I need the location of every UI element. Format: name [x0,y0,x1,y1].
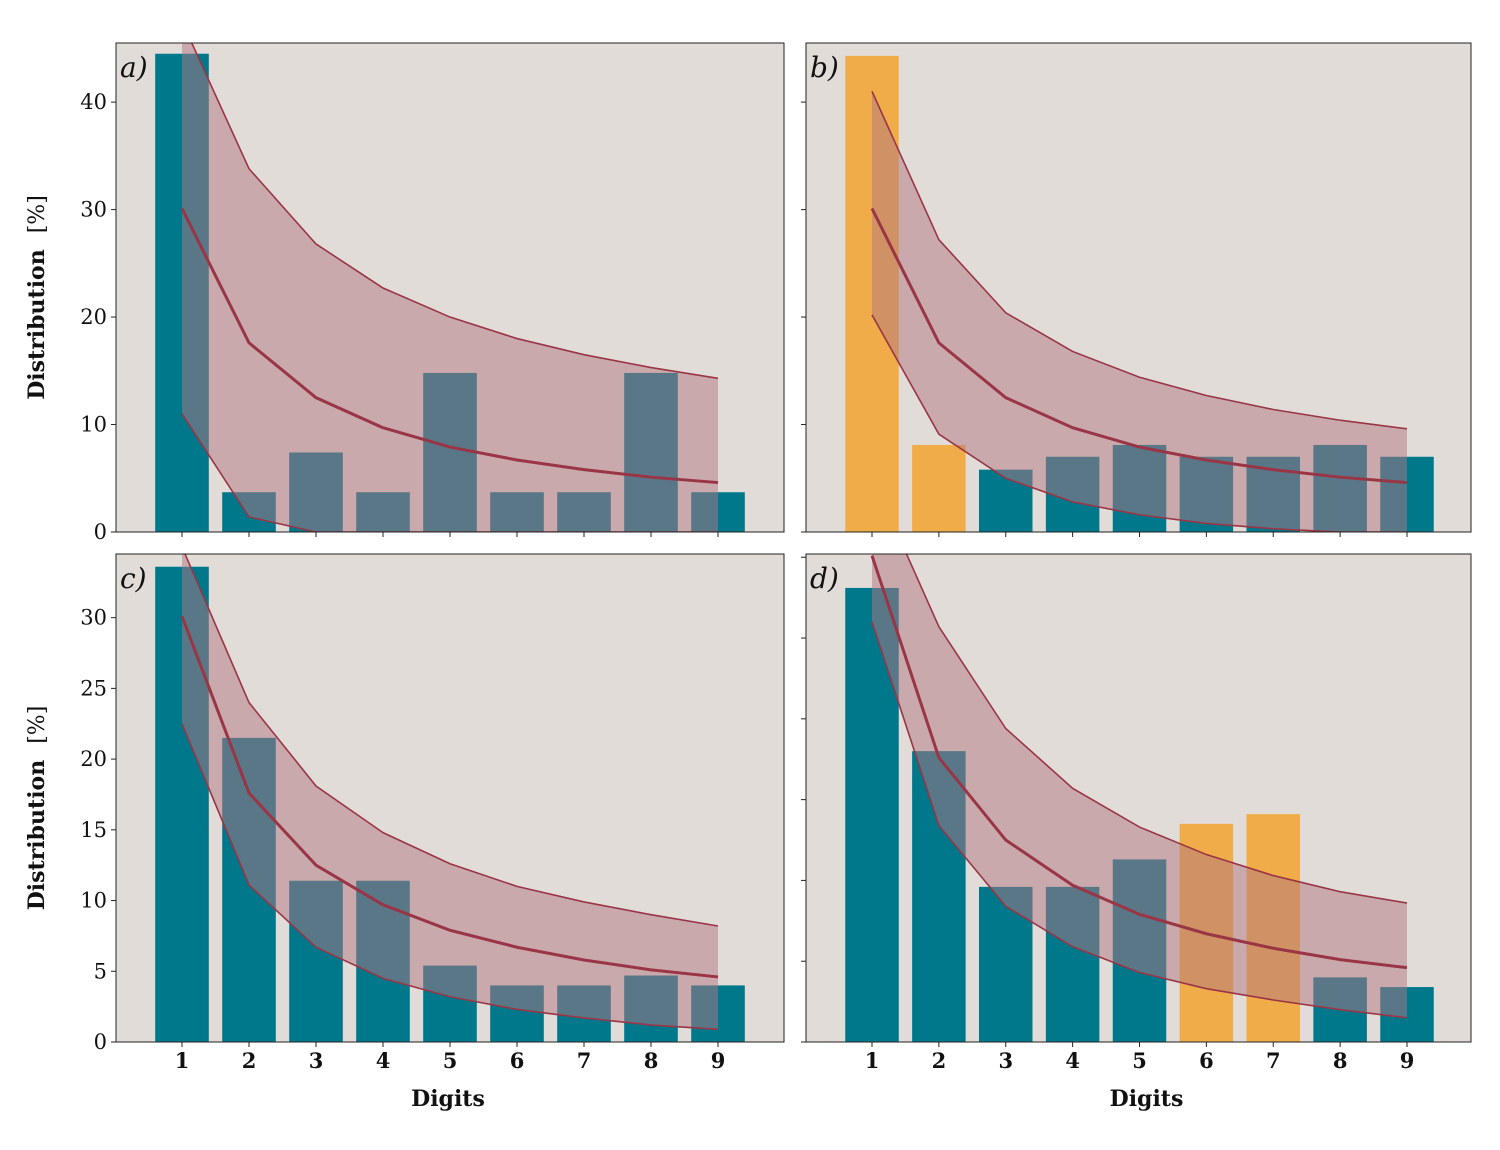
plot-frame [805,42,1472,533]
x-tick-label: 4 [376,1048,391,1073]
y-axis-title: Distribution[%] [24,195,50,400]
panel-label: d) [810,562,839,595]
panel-label: c) [120,562,147,595]
band-lower-line [181,723,719,1031]
x-tick-label: 7 [1266,1048,1281,1073]
panel-d: 1 2 3 4 5 6 7 8 9 d) Digits [801,553,1472,1112]
y-tick-label: 15 [80,818,107,842]
panel-label: b) [810,51,839,84]
x-tick-label: 8 [644,1048,659,1073]
band-upper-line [871,91,1408,430]
x-tick-label: 2 [242,1048,257,1073]
plot-frame [805,553,1472,1043]
expected-line [870,207,1408,485]
x-tick-label: 9 [711,1048,726,1073]
expected-line [180,207,719,485]
x-tick-label: 7 [577,1048,592,1073]
y-tick-label: 20 [80,747,107,771]
confidence-band [182,554,718,1030]
x-tick-label: 6 [510,1048,525,1073]
x-tick-label: 2 [932,1048,947,1073]
y-tick-label: 40 [80,90,107,114]
confidence-band [872,91,1407,532]
expected-line [870,555,1408,970]
panel-c: 0 5 10 15 20 25 30 1 2 3 4 5 6 7 8 9 c) Distribution[%] Di… [24,553,785,1112]
x-tick-label: 3 [998,1048,1013,1073]
panel-label: a) [120,51,148,84]
bar-digit-2 [912,444,966,532]
panel-b: b) [801,42,1472,537]
panel-a: 0 10 20 30 40 a) Distribution[%] [24,42,785,544]
x-tick-label: 5 [443,1048,458,1073]
band-upper-line [184,554,719,927]
x-axis-title: Digits [1110,1086,1184,1112]
y-tick-label: 0 [94,1030,107,1054]
y-tick-label: 20 [80,305,107,329]
confidence-band [872,554,1407,1018]
band-upper-line [905,554,1408,904]
x-tick-label: 3 [309,1048,324,1073]
y-axis-title: Distribution[%] [24,706,50,911]
y-tick-label: 10 [80,889,107,913]
x-tick-label: 6 [1199,1048,1214,1073]
expected-line [180,615,719,979]
band-upper-line [190,43,719,380]
x-tick-label: 8 [1333,1048,1348,1073]
x-tick-label: 1 [175,1048,190,1073]
confidence-band [182,43,718,532]
x-tick-label: 9 [1400,1048,1415,1073]
x-axis-title: Digits [411,1086,485,1112]
y-tick-label: 30 [80,198,107,222]
y-tick-label: 10 [80,413,107,437]
y-tick-label: 30 [80,606,107,630]
band-lower-line [871,621,1408,1019]
y-tick-label: 0 [94,520,107,544]
band-lower-line [181,413,718,532]
y-tick-label: 25 [80,676,107,700]
band-lower-line [871,314,1407,532]
y-tick-label: 5 [94,959,107,983]
x-tick-label: 5 [1132,1048,1147,1073]
x-tick-label: 4 [1065,1048,1080,1073]
x-tick-label: 1 [865,1048,880,1073]
